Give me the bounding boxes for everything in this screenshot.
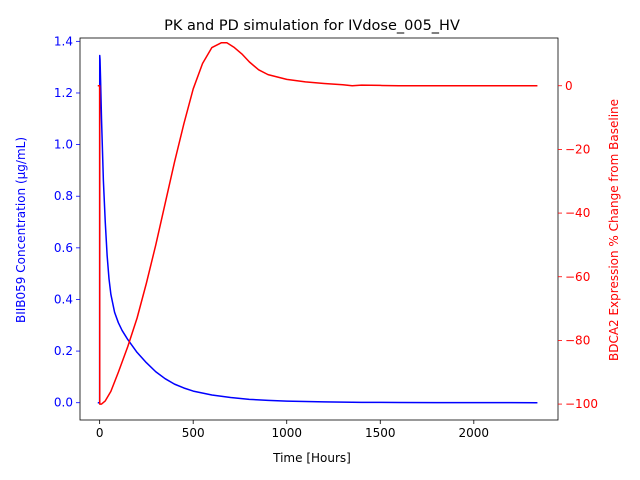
y-left-tick-label: 1.4 bbox=[54, 34, 73, 48]
y-right-tick-label: −20 bbox=[565, 142, 590, 156]
y-left-tick-label: 0.0 bbox=[54, 396, 73, 410]
x-tick-label: 500 bbox=[182, 426, 205, 440]
y-left-tick-label: 1.0 bbox=[54, 138, 73, 152]
x-tick-label: 2000 bbox=[459, 426, 490, 440]
x-tick-label: 1500 bbox=[365, 426, 396, 440]
chart-title: PK and PD simulation for IVdose_005_HV bbox=[164, 18, 460, 34]
y-left-axis-label: BIIB059 Concentration (µg/mL) bbox=[14, 137, 28, 323]
bdca2-expression-line bbox=[97, 42, 538, 405]
y-right-tick-label: 0 bbox=[565, 79, 573, 93]
y-left-tick-label: 0.8 bbox=[54, 189, 73, 203]
y-left-tick-label: 1.2 bbox=[54, 86, 73, 100]
y-left-tick-label: 0.4 bbox=[54, 292, 73, 306]
x-tick-label: 1000 bbox=[271, 426, 302, 440]
y-right-tick-label: −100 bbox=[565, 397, 598, 411]
y-left-tick-label: 0.2 bbox=[54, 344, 73, 358]
y-right-tick-label: −40 bbox=[565, 206, 590, 220]
x-axis-label: Time [Hours] bbox=[272, 451, 351, 465]
y-right-tick-label: −60 bbox=[565, 270, 590, 284]
plot-frame bbox=[79, 37, 559, 421]
y-right-tick-label: −80 bbox=[565, 333, 590, 347]
x-tick-label: 0 bbox=[96, 426, 104, 440]
concentration-line bbox=[97, 54, 538, 404]
y-left-tick-label: 0.6 bbox=[54, 241, 73, 255]
y-right-axis-label: BDCA2 Expression % Change from Baseline bbox=[607, 99, 621, 361]
